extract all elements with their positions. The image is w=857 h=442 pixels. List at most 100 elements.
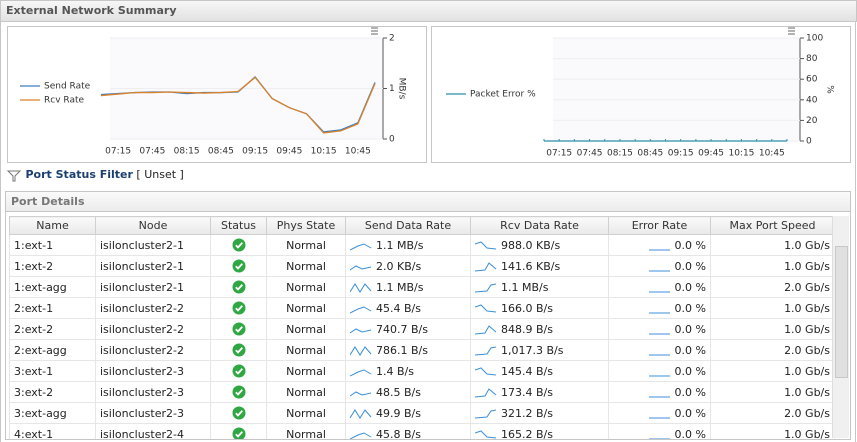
sparkline-path (474, 429, 497, 438)
cell-text: 2.0 KB/s (376, 259, 422, 273)
y-tick-label: 2 (389, 34, 395, 44)
cell-text: isiloncluster2-1 (100, 280, 184, 294)
filter-value[interactable]: [ Unset ] (136, 168, 184, 181)
filter-icon (6, 170, 22, 182)
table-cell: Normal (266, 234, 346, 256)
table-cell: 3:ext-agg (9, 402, 96, 424)
y-tick-label: 20 (806, 116, 818, 126)
status-cell (210, 381, 267, 403)
table-row[interactable]: 2:ext-2 isiloncluster2-2 Normal 740.7 B/s 84… (9, 318, 835, 340)
table-row[interactable]: 3:ext-agg isiloncluster2-3 Normal 49.9 B/s 3… (9, 402, 835, 424)
column-header[interactable]: Max Port Speed (710, 216, 835, 235)
table-row[interactable]: 2:ext-agg isiloncluster2-2 Normal 786.1 B/s… (9, 339, 835, 361)
sparkline (648, 312, 670, 313)
sparkline (648, 333, 670, 334)
cell-text: isiloncluster2-1 (100, 259, 184, 273)
status-ok-icon (232, 406, 245, 420)
x-tick-label: 08:45 (208, 147, 234, 157)
sparkline (474, 283, 497, 292)
status-cell (210, 234, 267, 256)
rate-cell: 0.0 % (608, 423, 711, 439)
sparkline (474, 387, 497, 397)
sparkline-path (349, 327, 372, 333)
table-cell: isiloncluster2-3 (95, 360, 211, 382)
rate-cell: 0.0 % (608, 234, 711, 256)
cell-text: 1:ext-agg (14, 280, 67, 294)
rate-cell: 49.9 B/s (345, 402, 471, 424)
rate-cell: 0.0 % (608, 402, 711, 424)
panel-body (0, 22, 856, 442)
table-cell: 1.0 Gb/s (710, 381, 835, 403)
sparkline (648, 375, 670, 376)
rate-cell: 1,017.3 B/s (470, 339, 609, 361)
sparkline (349, 408, 372, 419)
sparkline (648, 438, 670, 439)
cell-text: isiloncluster2-3 (100, 385, 184, 399)
y-tick-label: 1 (389, 84, 395, 94)
table-row[interactable]: 1:ext-2 isiloncluster2-1 Normal 2.0 KB/s 141… (9, 255, 835, 277)
sparkline (349, 282, 372, 293)
column-header[interactable]: Node (95, 216, 211, 235)
table-row[interactable]: 1:ext-agg isiloncluster2-1 Normal 1.1 MB/s 1… (9, 276, 835, 298)
cell-text: isiloncluster2-2 (100, 301, 184, 315)
table-row[interactable]: 2:ext-1 isiloncluster2-2 Normal 45.4 B/s 166… (9, 297, 835, 319)
cell-text: isiloncluster2-2 (100, 322, 184, 336)
sparkline-path (349, 264, 372, 270)
scrollbar[interactable] (832, 216, 849, 438)
column-header[interactable]: Status (210, 216, 267, 235)
column-header[interactable]: Send Data Rate (345, 216, 471, 235)
x-tick-label: 10:45 (345, 147, 371, 157)
table-cell: Normal (266, 318, 346, 340)
column-header[interactable]: Phys State (266, 216, 346, 235)
cell-text: 2.0 Gb/s (784, 343, 830, 357)
cell-text: 0.0 % (674, 343, 706, 357)
table-cell: Normal (266, 423, 346, 439)
status-cell (210, 318, 267, 340)
cell-text: 1.1 MB/s (501, 280, 549, 294)
x-tick-label: 08:15 (607, 149, 633, 159)
table-row[interactable]: 4:ext-1 isiloncluster2-4 Normal 45.8 B/s 165… (9, 423, 835, 440)
status-cell (210, 255, 267, 277)
scroll-thumb[interactable] (835, 246, 848, 378)
cell-text: Normal (286, 238, 326, 252)
status-ok-icon (232, 427, 245, 439)
table-cell: 1:ext-2 (9, 255, 96, 277)
sparkline-path (349, 408, 372, 419)
cell-text: 1.0 Gb/s (784, 364, 830, 378)
cell-text: 321.2 B/s (501, 406, 553, 420)
status-ok-icon (232, 385, 245, 399)
x-tick-label: 09:15 (242, 147, 268, 157)
y-tick-label: 40 (806, 95, 818, 105)
sparkline (474, 346, 497, 355)
rate-cell: 2.0 KB/s (345, 255, 471, 277)
panel-header: External Network Summary (0, 0, 857, 22)
table-row[interactable]: 1:ext-1 isiloncluster2-1 Normal 1.1 MB/s 988… (9, 234, 835, 256)
axis-label: MB/s (397, 78, 407, 100)
table-cell: 4:ext-1 (9, 423, 96, 439)
cell-text: 786.1 B/s (376, 343, 428, 357)
cell-text: Normal (286, 364, 326, 378)
filter-label[interactable]: Port Status Filter (25, 168, 133, 181)
table-cell: isiloncluster2-1 (95, 255, 211, 277)
cell-text: Normal (286, 385, 326, 399)
column-header[interactable]: Rcv Data Rate (470, 216, 609, 235)
cell-text: 3:ext-1 (14, 364, 54, 378)
cell-text: 141.6 KB/s (501, 259, 561, 273)
cell-text: 1.0 Gb/s (784, 385, 830, 399)
column-header[interactable]: Name (9, 216, 96, 235)
cell-text: 2.0 Gb/s (784, 406, 830, 420)
cell-text: 1.0 Gb/s (784, 427, 830, 440)
sparkline (474, 324, 497, 334)
rate-cell: 0.0 % (608, 297, 711, 319)
y-tick-label: 80 (806, 54, 818, 64)
column-header[interactable]: Error Rate (608, 216, 711, 235)
table-row[interactable]: 3:ext-2 isiloncluster2-3 Normal 48.5 B/s 173… (9, 381, 835, 403)
filter-row[interactable]: Port Status Filter [ Unset ] (6, 166, 184, 184)
cell-text: 1,017.3 B/s (501, 343, 564, 357)
sparkline-path (349, 305, 372, 313)
sparkline-path (349, 390, 372, 396)
cell-text: isiloncluster2-1 (100, 238, 184, 252)
rate-cell: 740.7 B/s (345, 318, 471, 340)
table-row[interactable]: 3:ext-1 isiloncluster2-3 Normal 1.4 B/s 145.… (9, 360, 835, 382)
